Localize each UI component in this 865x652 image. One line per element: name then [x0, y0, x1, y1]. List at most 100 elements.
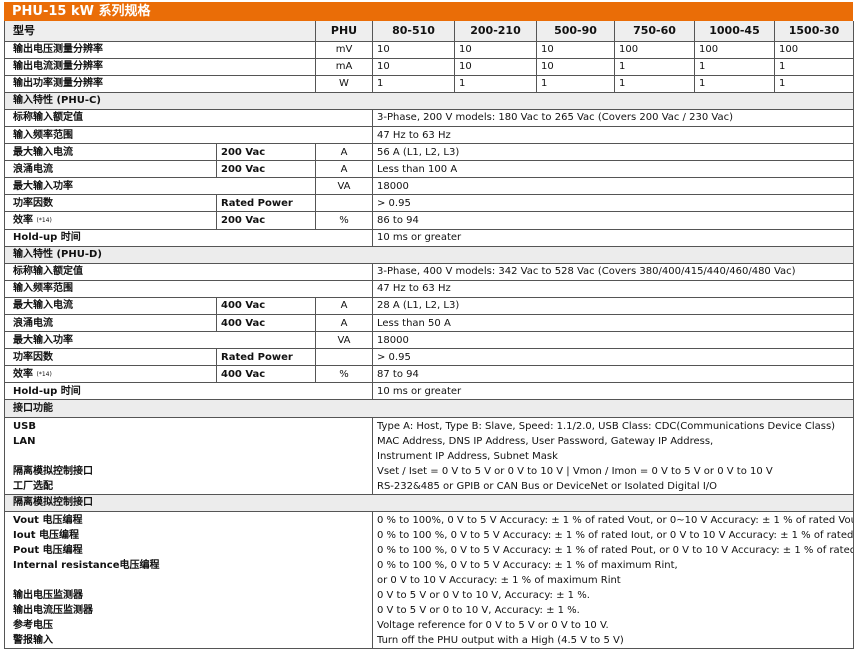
- spec-row: 最大输入功率 VA 18000: [4, 177, 854, 196]
- spec-value: 3-Phase, 400 V models: 342 Vac to 528 Va…: [372, 262, 854, 281]
- spec-value: 1: [536, 74, 615, 93]
- condition: Rated Power: [216, 194, 316, 213]
- spec-title: PHU-15 kW 系列规格: [4, 2, 853, 21]
- footnote-ref: (*14): [36, 370, 52, 378]
- unit: mV: [315, 40, 373, 59]
- spec-label: 输入频率范围: [4, 279, 373, 298]
- spec-label: 输出功率测量分辨率: [4, 74, 316, 93]
- spec-label: 最大输入功率: [4, 177, 316, 196]
- spec-label: 参考电压: [13, 619, 53, 631]
- spec-value: 100: [614, 40, 695, 59]
- spec-row: 效率 (*14) 400 Vac% 87 to 94: [4, 365, 854, 384]
- section-row: 输入特性 (PHU-D): [4, 245, 854, 264]
- spec-value: Voltage reference for 0 V to 5 V or 0 V …: [377, 619, 609, 631]
- spec-value: Vset / Iset = 0 V to 5 V or 0 V to 10 V …: [377, 465, 773, 477]
- spec-label: 输出电流测量分辨率: [4, 57, 316, 76]
- spec-label: 隔离模拟控制接口: [13, 465, 93, 477]
- spec-value: 100: [694, 40, 775, 59]
- spec-value: Less than 50 A: [372, 313, 854, 333]
- label-text: 功率因数: [13, 197, 53, 209]
- spec-row: 最大输入功率 VA 18000: [4, 331, 854, 350]
- condition: 200 Vac: [216, 211, 316, 230]
- spec-label: Iout 电压编程: [13, 529, 79, 541]
- label-text: 最大输入电流: [13, 146, 73, 158]
- spec-row: 标称输入额定值 3-Phase, 400 V models: 342 Vac to…: [4, 262, 854, 281]
- spec-value: 47 Hz to 63 Hz: [372, 279, 854, 298]
- model-col: 1000-45: [694, 21, 775, 42]
- unit: A: [315, 160, 373, 179]
- spec-value: RS-232&485 or GPIB or CAN Bus or DeviceN…: [377, 480, 718, 492]
- spec-value: 10: [372, 57, 455, 76]
- spec-value: 1: [454, 74, 537, 93]
- spec-value: 0 % to 100 %, 0 V to 5 V Accuracy: ± 1 %…: [377, 544, 854, 556]
- spec-label: [13, 573, 368, 588]
- unit: [315, 194, 373, 213]
- spec-row: 标称输入额定值 3-Phase, 200 V models: 180 Vac to…: [4, 108, 854, 127]
- spec-value: 1: [694, 74, 775, 93]
- spec-value: > 0.95: [372, 194, 854, 213]
- spec-row: 输出电压测量分辨率 mV 10 10 10 100 100 100: [4, 40, 854, 59]
- spec-label: 工厂选配: [13, 480, 53, 492]
- spec-value: > 0.95: [372, 348, 854, 367]
- model-col: 80-510: [372, 21, 455, 42]
- section-title: 接口功能: [4, 399, 854, 418]
- section-row: 输入特性 (PHU-C): [4, 91, 854, 110]
- spec-row: 输出功率测量分辨率 W 1 1 1 1 1 1: [4, 74, 854, 93]
- spec-value: 10: [454, 40, 537, 59]
- spec-row: 最大输入电流 400 Vac A 28 A (L1, L2, L3): [4, 296, 854, 316]
- spec-value: 47 Hz to 63 Hz: [372, 125, 854, 145]
- spec-value: 10 ms or greater: [372, 228, 854, 247]
- spec-value: 0 V to 5 V or 0 to 10 V, Accuracy: ± 1 %…: [377, 604, 580, 616]
- spec-value: 0 % to 100 %, 0 V to 5 V Accuracy: ± 1 %…: [377, 529, 854, 541]
- spec-value: Turn off the PHU output with a High (4.5…: [377, 634, 624, 646]
- spec-value: 1: [614, 74, 695, 93]
- unit: [315, 348, 373, 367]
- spec-values: Type A: Host, Type B: Slave, Speed: 1.1/…: [372, 416, 854, 495]
- spec-value: 10: [454, 57, 537, 76]
- condition: 400 Vac: [216, 296, 316, 316]
- spec-value: Type A: Host, Type B: Slave, Speed: 1.1/…: [377, 420, 836, 432]
- spec-value: 28 A (L1, L2, L3): [372, 296, 854, 316]
- spec-label: 功率因数: [4, 348, 217, 367]
- spec-label: 效率 (*14): [4, 365, 217, 384]
- spec-label: Internal resistance电压编程: [13, 559, 160, 571]
- label-text: 浪涌电流: [13, 163, 53, 175]
- unit: mA: [315, 57, 373, 76]
- spec-table: 型号 PHU 80-510 200-210 500-90 750-60 1000…: [4, 21, 854, 649]
- header-row: 型号 PHU 80-510 200-210 500-90 750-60 1000…: [4, 21, 854, 42]
- spec-value: MAC Address, DNS IP Address, User Passwo…: [377, 435, 714, 447]
- spec-label: 警报输入: [13, 634, 53, 646]
- spec-values: 0 % to 100%, 0 V to 5 V Accuracy: ± 1 % …: [372, 510, 854, 649]
- spec-label: Hold-up 时间: [4, 382, 373, 401]
- spec-value: 1: [774, 74, 854, 93]
- unit: %: [315, 211, 373, 230]
- spec-value: 86 to 94: [372, 211, 854, 230]
- spec-value: 0 V to 5 V or 0 V to 10 V, Accuracy: ± 1…: [377, 589, 590, 601]
- spec-labels: Vout 电压编程 Iout 电压编程 Pout 电压编程 Internal resi…: [4, 510, 373, 649]
- spec-label: 功率因数: [4, 194, 217, 213]
- condition: 400 Vac: [216, 365, 316, 384]
- condition: 400 Vac: [216, 313, 316, 333]
- spec-label: Pout 电压编程: [13, 544, 83, 556]
- unit: A: [315, 313, 373, 333]
- spec-label: 标称输入额定值: [4, 262, 373, 281]
- spec-value: 100: [774, 40, 854, 59]
- spec-row: 功率因数 Rated Power > 0.95: [4, 348, 854, 367]
- spec-row: 功率因数 Rated Power > 0.95: [4, 194, 854, 213]
- spec-row: Hold-up 时间 10 ms or greater: [4, 228, 854, 247]
- spec-label: 效率 (*14): [4, 211, 217, 230]
- model-col: 200-210: [454, 21, 537, 42]
- spec-label: Vout 电压编程: [13, 514, 83, 526]
- spec-row: 浪涌电流 400 Vac A Less than 50 A: [4, 313, 854, 333]
- spec-value: 10 ms or greater: [372, 382, 854, 401]
- spec-value: 0 % to 100%, 0 V to 5 V Accuracy: ± 1 % …: [377, 514, 854, 526]
- spec-value: 1: [774, 57, 854, 76]
- spec-label: 最大输入电流: [4, 296, 217, 316]
- unit: W: [315, 74, 373, 93]
- section-title: 输入特性 (PHU-D): [4, 245, 854, 264]
- label-text: 浪涌电流: [13, 317, 53, 329]
- spec-row: 输入频率范围 47 Hz to 63 Hz: [4, 125, 854, 145]
- unit: A: [315, 296, 373, 316]
- spec-value: 87 to 94: [372, 365, 854, 384]
- condition: 200 Vac: [216, 143, 316, 162]
